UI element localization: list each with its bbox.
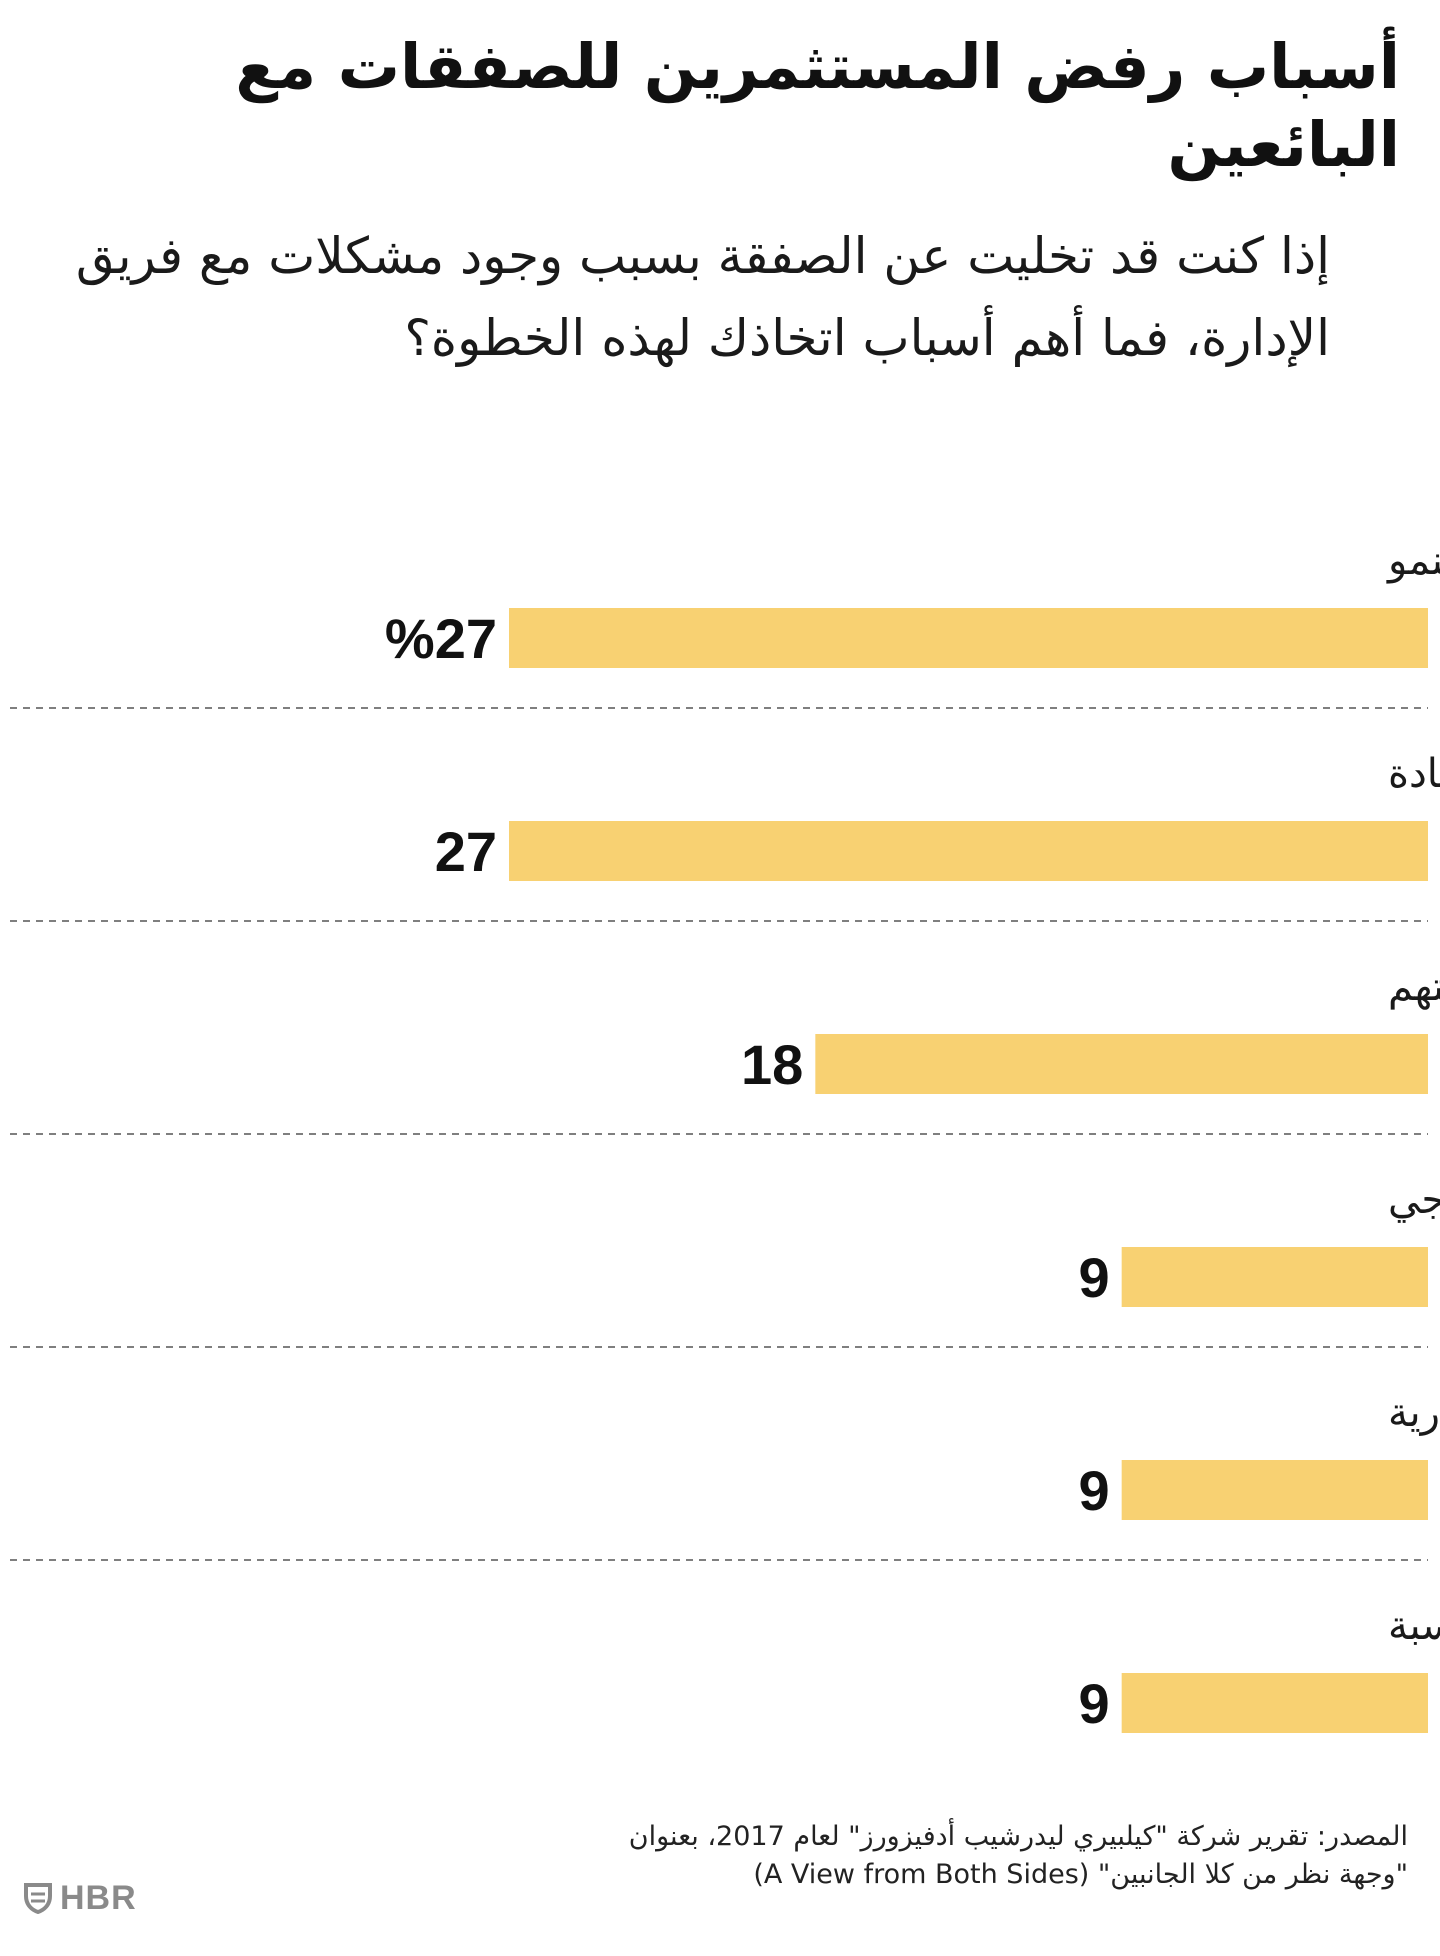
source-line-2: "وجهة نظر من كلا الجانبين" (A View from … — [753, 1859, 1408, 1890]
value-label: 18 — [741, 1033, 803, 1096]
bar — [815, 1034, 1428, 1094]
value-label: 9 — [1079, 1459, 1110, 1522]
category-label: شخصيات مزعجة أو غير مناسبة — [1388, 1599, 1440, 1649]
value-label: 27 — [435, 820, 497, 883]
chart-title: أسباب رفض المستثمرين للصفقات مع البائعين — [235, 30, 1400, 181]
source-note: المصدر: تقرير شركة "كيلبيري ليدرشيب أدفي… — [508, 1818, 1408, 1894]
category-label: ضعف مهارات القيادة — [1388, 751, 1440, 797]
value-label: %27 — [385, 607, 497, 670]
value-label: 9 — [1079, 1672, 1110, 1735]
bar — [1121, 1247, 1428, 1307]
logo-text: HBR — [60, 1878, 137, 1917]
hbr-logo: HBR — [24, 1878, 137, 1918]
source-line-1: المصدر: تقرير شركة "كيلبيري ليدرشيب أدفي… — [628, 1821, 1408, 1852]
bar — [1121, 1673, 1428, 1733]
category-label: بناءً على توصية من تقييم خارجي — [1388, 1177, 1440, 1223]
category-label: عدم وجود دافعية أو حافز كافٍ للنمو — [1386, 534, 1440, 588]
bar — [509, 821, 1428, 881]
bar — [1121, 1460, 1428, 1520]
shield-icon — [24, 1883, 52, 1914]
chart-subtitle: إذا كنت قد تخليت عن الصفقة بسبب وجود مشك… — [75, 227, 1330, 367]
category-label: وجود شكوك حول نزاهتهم — [1388, 964, 1440, 1010]
value-label: 9 — [1079, 1246, 1110, 1309]
bar — [509, 608, 1428, 668]
category-label: ضعف الفطنة المالية والتجارية — [1388, 1390, 1440, 1436]
